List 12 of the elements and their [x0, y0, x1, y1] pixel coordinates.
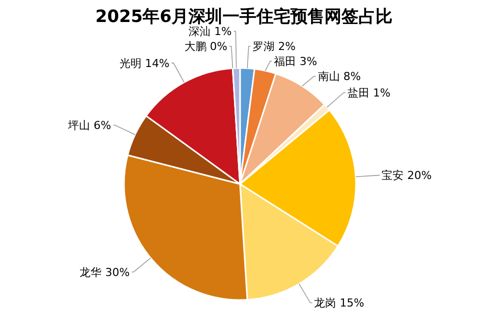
slice-label: 罗湖 2% [252, 40, 296, 54]
slice-label: 福田 3% [274, 55, 318, 68]
slice-label: 坪山 6% [67, 119, 112, 132]
slice-label: 南山 8% [318, 70, 361, 84]
chart-title: 2025年6月深圳一手住宅预售网签占比 [95, 7, 393, 27]
slice-label: 龙岗 15% [314, 296, 364, 310]
slice-label: 龙华 30% [80, 266, 130, 279]
slice-label: 光明 14% [120, 56, 170, 70]
slice-label: 深汕 1% [188, 25, 232, 38]
slice-label: 盐田 1% [348, 86, 390, 100]
category-label: 大鹏 0% [184, 40, 228, 54]
slice-label: 宝安 20% [382, 169, 432, 182]
